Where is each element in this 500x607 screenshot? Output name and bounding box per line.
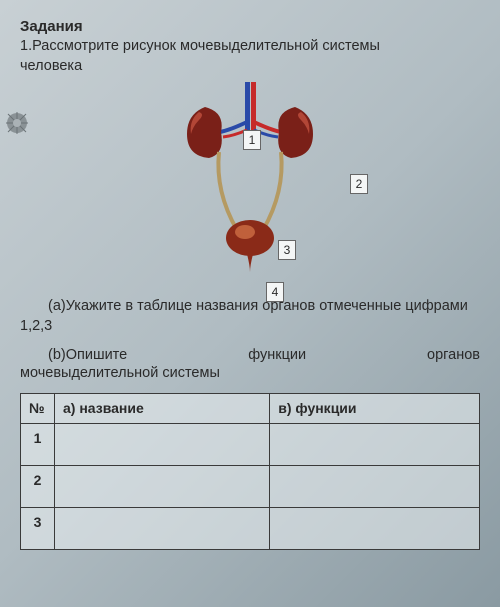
col-header-name: а) название [55, 394, 270, 424]
col-header-function: в) функции [270, 394, 480, 424]
row-number: 2 [21, 466, 55, 508]
col-header-number: № [21, 394, 55, 424]
subtask-b-word-2: функции [248, 347, 306, 363]
row-number: 1 [21, 424, 55, 466]
answer-table: № а) название в) функции 1 2 3 [20, 393, 480, 550]
name-cell[interactable] [55, 508, 270, 550]
function-cell[interactable] [270, 508, 480, 550]
subtask-b-word-1: (b)Опишите [48, 347, 127, 363]
function-cell[interactable] [270, 466, 480, 508]
table-header-row: № а) название в) функции [21, 394, 480, 424]
organ-label-3: 3 [278, 240, 296, 260]
subtask-b-word-3: органов [427, 347, 480, 363]
name-cell[interactable] [55, 424, 270, 466]
organ-label-4: 4 [266, 282, 284, 302]
organ-label-2: 2 [350, 174, 368, 194]
table-row: 3 [21, 508, 480, 550]
task-1-text: 1.Рассмотрите рисунок мочевыделительной … [20, 37, 480, 76]
organ-label-1: 1 [243, 130, 261, 150]
urinary-system-diagram: 1 2 3 4 [20, 82, 480, 292]
row-number: 3 [21, 508, 55, 550]
function-cell[interactable] [270, 424, 480, 466]
name-cell[interactable] [55, 466, 270, 508]
task-1-line-2: человека [20, 58, 82, 74]
subtask-b-line-2: мочевыделительной системы [20, 363, 480, 383]
table-row: 1 [21, 424, 480, 466]
section-heading: Задания [20, 18, 480, 35]
table-row: 2 [21, 466, 480, 508]
subtask-b-line-1: (b)Опишите функции органов [20, 347, 480, 363]
subtask-a-text: (а)Укажите в таблице названия органов от… [20, 296, 480, 337]
subtask-a-content: (а)Укажите в таблице названия органов от… [20, 298, 468, 334]
task-1-line-1: 1.Рассмотрите рисунок мочевыделительной … [20, 38, 380, 54]
urinary-system-illustration [175, 82, 325, 272]
